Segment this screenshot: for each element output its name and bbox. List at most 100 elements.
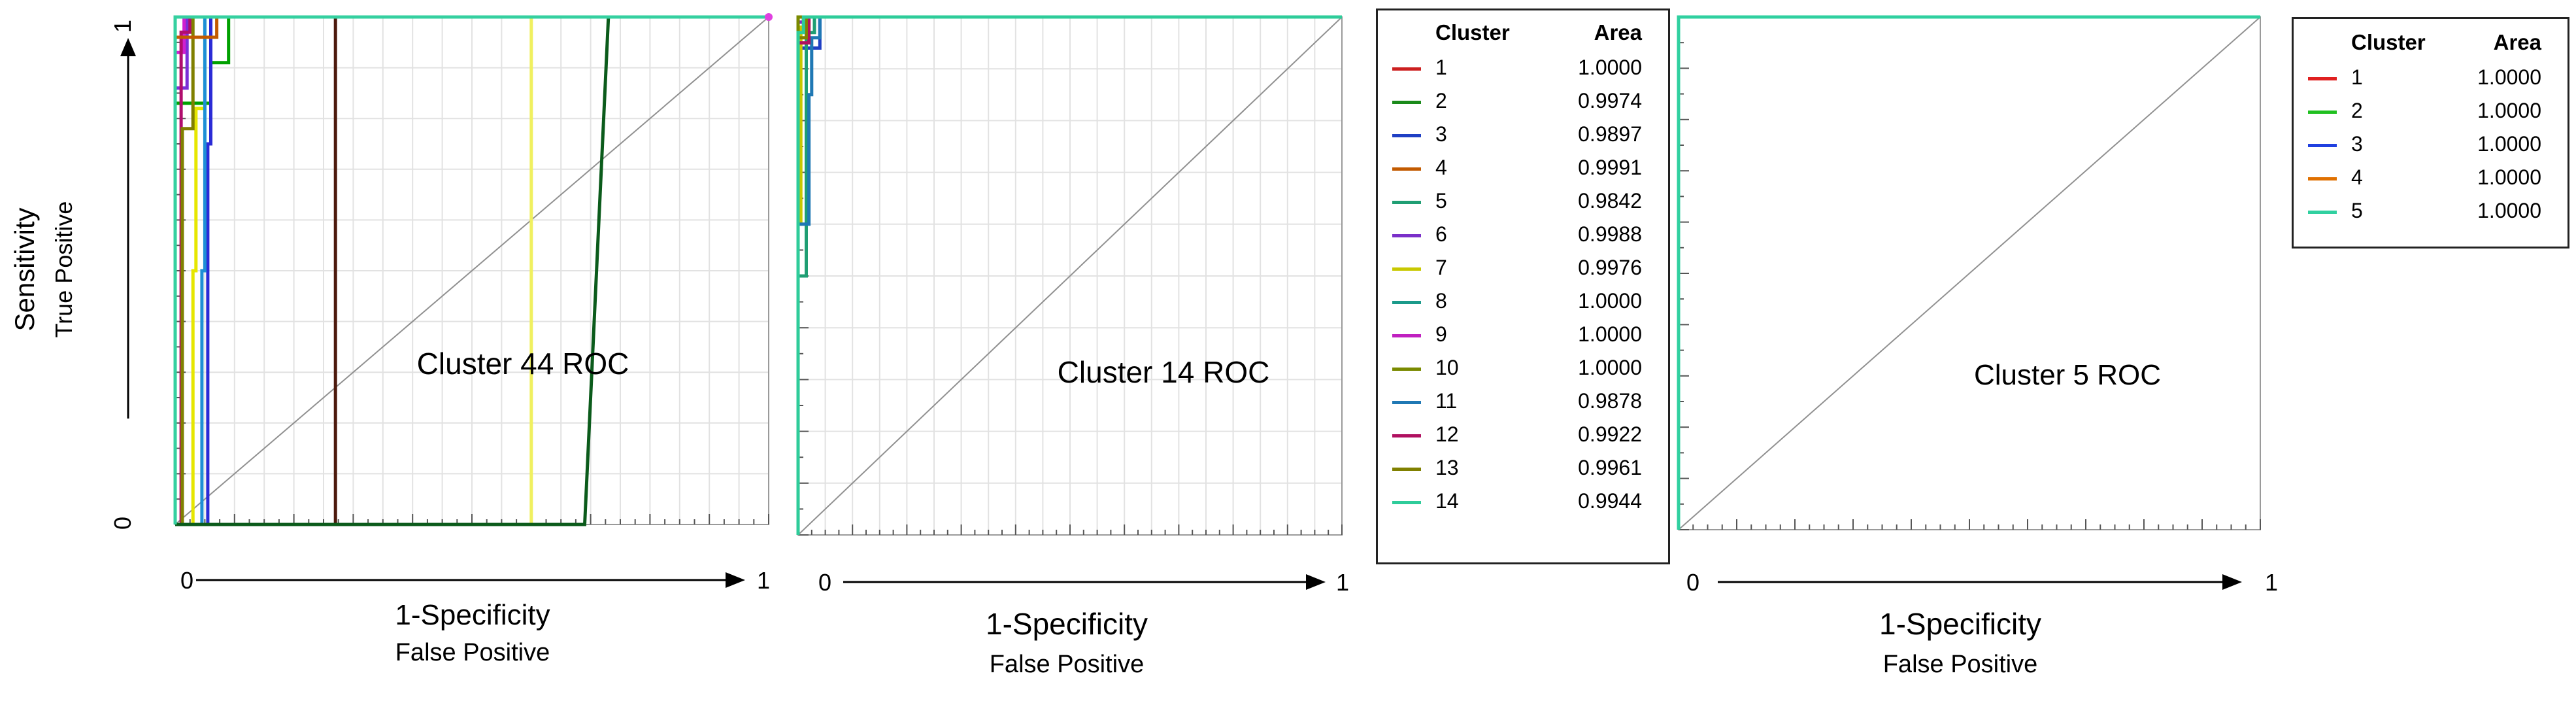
legend-cluster-label: 3 — [2351, 132, 2363, 156]
chart-title: Cluster 14 ROC — [1058, 355, 1270, 389]
roc-curve-cluster-14 — [796, 15, 1342, 535]
legend-area-value: 0.9974 — [1578, 89, 1642, 112]
x-axis-sublabel: False Positive — [990, 651, 1145, 678]
chart-title: Cluster 5 ROC — [1974, 359, 2161, 391]
legend-cluster-label: 2 — [1435, 89, 1447, 112]
legend-area-value: 0.9878 — [1578, 389, 1642, 413]
y-tick-high: 1 — [109, 20, 136, 33]
roc-curve-cluster-11 — [796, 15, 1342, 535]
legend-cluster-label: 1 — [1435, 56, 1447, 79]
legend-swatch — [1392, 167, 1421, 171]
legend-swatch — [1392, 234, 1421, 238]
legend-header-cluster: Cluster — [1435, 20, 1510, 44]
legend-row: 1 1.0000 — [1392, 51, 1642, 84]
legend-swatch — [1392, 368, 1421, 371]
legend-cluster-label: 5 — [2351, 199, 2363, 222]
roc-curves — [796, 15, 1342, 535]
legend-row: 3 0.9897 — [1392, 118, 1642, 151]
x-axis-label: 1-Specificity — [395, 599, 550, 631]
legend-header-cluster: Cluster — [2351, 30, 2426, 54]
cluster-14-legend: Cluster Area 1 1.0000 2 0.9974 3 0.9897 4 0.999… — [1376, 9, 1670, 564]
random-classifier-diagonal — [1678, 16, 2261, 530]
x-tick-high: 1 — [2265, 569, 2278, 596]
legend-swatch — [2308, 111, 2337, 114]
legend-swatch — [1392, 134, 1421, 138]
legend-area-value: 1.0000 — [2477, 132, 2541, 156]
legend-swatch — [1392, 267, 1421, 271]
legend-cluster-label: 7 — [1435, 256, 1447, 279]
x-axis-sublabel: False Positive — [395, 639, 550, 666]
chart-title: Cluster 44 ROC — [417, 347, 629, 381]
random-classifier-diagonal — [175, 16, 769, 525]
legend-row: 4 1.0000 — [2308, 161, 2541, 194]
legend-area-value: 0.9961 — [1578, 456, 1642, 479]
legend-swatch — [2308, 177, 2337, 181]
legend-swatch — [1392, 334, 1421, 338]
legend-row: 12 0.9922 — [1392, 418, 1642, 451]
legend-cluster-label: 10 — [1435, 356, 1459, 379]
x-tick-low: 0 — [818, 569, 831, 596]
legend-swatch — [2308, 77, 2337, 81]
legend-cluster-label: 5 — [1435, 189, 1447, 213]
x-axis-arrowhead — [1306, 574, 1326, 590]
legend-area-value: 0.9991 — [1578, 156, 1642, 179]
legend-area-value: 1.0000 — [1578, 56, 1642, 79]
legend-area-value: 1.0000 — [1578, 356, 1642, 379]
legend-row: 9 1.0000 — [1392, 318, 1642, 351]
legend-cluster-label: 4 — [2351, 165, 2363, 189]
legend-row: 5 1.0000 — [2308, 194, 2541, 228]
legend-cluster-label: 6 — [1435, 222, 1447, 246]
x-axis-label: 1-Specificity — [1879, 607, 2041, 641]
legend-row: 10 1.0000 — [1392, 351, 1642, 385]
legend-area-value: 1.0000 — [2477, 99, 2541, 122]
legend-area-value: 0.9988 — [1578, 222, 1642, 246]
legend-cluster-label: 12 — [1435, 422, 1459, 446]
roc-curve-series-13 — [173, 15, 769, 524]
legend-cluster-label: 14 — [1435, 489, 1459, 513]
legend-row: 2 1.0000 — [2308, 94, 2541, 128]
legend-swatch — [1392, 101, 1421, 105]
legend-swatch — [1392, 201, 1421, 205]
legend-swatch — [1392, 434, 1421, 438]
legend-cluster-label: 2 — [2351, 99, 2363, 122]
legend-row: 6 0.9988 — [1392, 218, 1642, 251]
legend-swatch — [1392, 67, 1421, 71]
cluster-44-roc-panel: Cluster 44 ROC 0 1 1-Specificity False Posit… — [173, 13, 773, 666]
legend-area-value: 1.0000 — [1578, 289, 1642, 313]
legend-row: 2 0.9974 — [1392, 84, 1642, 118]
x-tick-high: 1 — [757, 567, 770, 594]
legend-row: 3 1.0000 — [2308, 128, 2541, 161]
legend-cluster-label: 4 — [1435, 156, 1447, 179]
legend-area-value: 0.9922 — [1578, 422, 1642, 446]
legend-row: 14 0.9944 — [1392, 485, 1642, 518]
legend-area-value: 0.9944 — [1578, 489, 1642, 513]
legend-swatch — [2308, 211, 2337, 214]
legend-header-area: Area — [1594, 20, 1642, 44]
roc-curves — [173, 15, 769, 526]
x-axis-arrowhead — [2222, 574, 2242, 590]
legend-row: 13 0.9961 — [1392, 451, 1642, 485]
legend-swatch — [1392, 468, 1421, 472]
legend-area-value: 1.0000 — [1578, 322, 1642, 346]
legend-row: 4 0.9991 — [1392, 151, 1642, 184]
legend-row: 11 0.9878 — [1392, 385, 1642, 418]
end-point-marker — [765, 13, 773, 21]
roc-curve-cluster-5 — [1677, 15, 2260, 530]
cluster-14-roc-panel: Cluster 14 ROC 0 1 1-Specificity False Posit… — [796, 15, 1349, 678]
legend-cluster-label: 1 — [2351, 65, 2363, 89]
legend-swatch — [1392, 501, 1421, 505]
legend-area-value: 1.0000 — [2477, 65, 2541, 89]
x-tick-low: 0 — [1686, 569, 1699, 596]
y-axis-arrowhead — [120, 38, 136, 56]
legend-cluster-label: 11 — [1435, 389, 1458, 413]
legend-header-area: Area — [2493, 30, 2541, 54]
legend-row: 7 0.9976 — [1392, 251, 1642, 284]
random-classifier-diagonal — [797, 16, 1343, 536]
legend-area-value: 1.0000 — [2477, 199, 2541, 222]
legend-swatch — [2308, 144, 2337, 148]
legend-cluster-label: 3 — [1435, 122, 1447, 146]
roc-curves — [1677, 15, 2260, 530]
legend-area-value: 0.9897 — [1578, 122, 1642, 146]
legend-area-value: 0.9976 — [1578, 256, 1642, 279]
